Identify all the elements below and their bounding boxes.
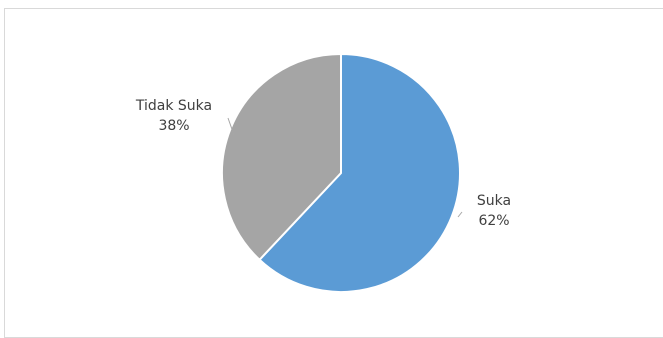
data-label-percent: 62% (478, 213, 509, 229)
pie-slice-suka (258, 52, 461, 293)
data-labels: Suka 62% Tidak Suka 38% (135, 98, 511, 229)
pie-slice-tidak-suka (220, 52, 342, 262)
data-label-category: Suka (477, 193, 511, 209)
data-label-percent: 38% (158, 118, 189, 134)
data-label-category: Tidak Suka (135, 98, 212, 114)
pie-chart: Suka 62% Tidak Suka 38% (135, 52, 511, 293)
chart-area: Suka 62% Tidak Suka 38% (4, 8, 663, 338)
pie-slices (220, 52, 461, 293)
leader-line-tidak-suka (227, 117, 235, 136)
leader-lines (227, 117, 463, 218)
leader-line-suka (457, 211, 463, 218)
